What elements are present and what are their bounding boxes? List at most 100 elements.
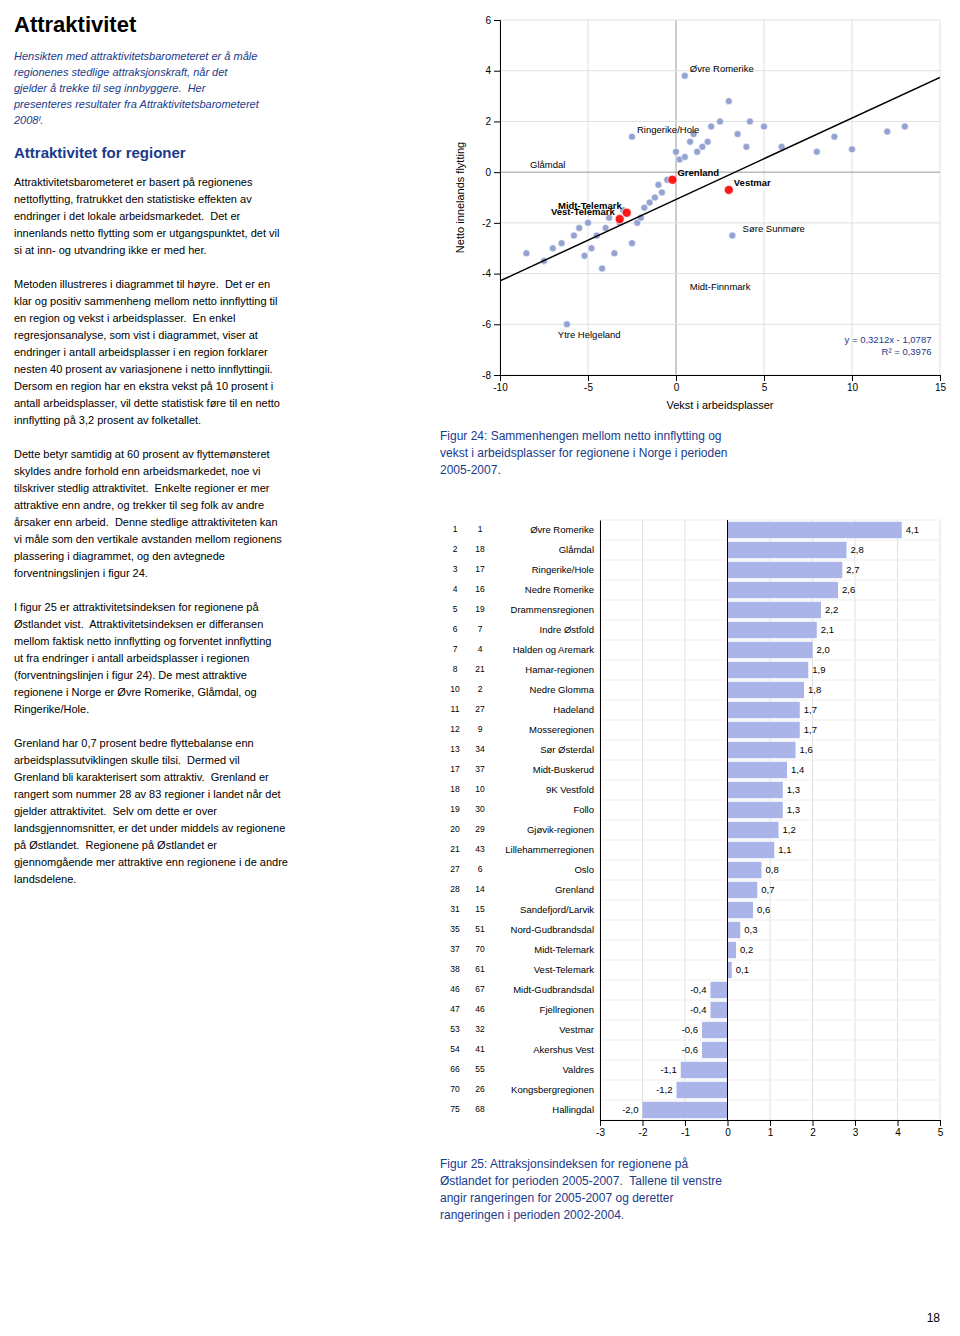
rank-label: 4 xyxy=(478,644,483,654)
row-separator xyxy=(600,780,940,781)
bar xyxy=(728,822,779,838)
bar xyxy=(728,782,783,798)
grid-line xyxy=(500,222,940,223)
axis-line xyxy=(501,376,941,382)
tick-label: Nord-Gudbrandsdal xyxy=(511,924,594,935)
plot-area xyxy=(500,72,940,328)
tick-mark xyxy=(764,375,765,381)
tick: -3 xyxy=(596,1120,605,1138)
tick: Nedre Glomma xyxy=(530,684,595,695)
tick: Valdres xyxy=(562,1064,594,1075)
rank-label: 4 xyxy=(453,584,458,594)
tick: Grenland xyxy=(555,884,594,895)
subtitle-line: gjelder å trekke til seg innbyggere. Her xyxy=(14,82,207,94)
data-label: 1,4 xyxy=(791,764,804,775)
data-label: -2,0 xyxy=(622,1104,638,1115)
body-text-line: attraktive enn andre, og trekker til seg… xyxy=(14,499,264,511)
zero-line xyxy=(727,520,728,1120)
bar xyxy=(702,1042,728,1058)
caption-line: rangeringen i perioden 2002-2004. xyxy=(440,1208,624,1222)
data-label: 2,1 xyxy=(821,624,834,635)
point xyxy=(813,148,820,155)
point-label: Glåmdal xyxy=(530,159,565,170)
tick: Oslo xyxy=(574,864,594,875)
tick-label: Ringerike/Hole xyxy=(532,564,594,575)
tick: -6 xyxy=(482,319,500,330)
point-label-line: Grenland xyxy=(677,167,719,178)
body-text-line: innenlands netto flytting som er utgangs… xyxy=(14,227,279,239)
row-separator xyxy=(600,740,940,741)
tick-label: -3 xyxy=(596,1127,605,1138)
tick-mark xyxy=(685,1120,686,1126)
bar-chart: -3-2-1012345Øvre RomerikeGlåmdalRingerik… xyxy=(440,520,944,1222)
tick-label: Glåmdal xyxy=(559,544,594,555)
row-separator xyxy=(600,1000,940,1001)
point xyxy=(743,143,750,150)
point-label: Vestmar xyxy=(734,177,771,188)
tick-label: Indre Østfold xyxy=(540,624,594,635)
tick-label: Vest-Telemark xyxy=(534,964,594,975)
point-label-line: Midt-Finnmark xyxy=(690,281,751,292)
tick-label: 5 xyxy=(762,382,768,393)
annotations: Øvre RomerikeRingerike/HoleGlåmdalGrenla… xyxy=(530,63,931,357)
point xyxy=(681,153,688,160)
point-label-line: Vestmar xyxy=(734,177,771,188)
body-text-line: Dersom en region har en ekstra vekst på … xyxy=(14,380,273,392)
point xyxy=(588,245,595,252)
tick-label: -2 xyxy=(482,218,491,229)
tick: Nord-Gudbrandsdal xyxy=(511,924,594,935)
rank-label: 18 xyxy=(450,784,460,794)
tick: Hadeland xyxy=(553,704,594,715)
data-label: 2,8 xyxy=(851,544,864,555)
tick-label: -8 xyxy=(482,370,491,381)
tick: 5 xyxy=(938,1120,944,1138)
page: AttraktivitetHensikten med attraktivitet… xyxy=(0,0,960,1336)
body-text-line: gjennomgående mer attraktive enn regione… xyxy=(14,856,288,868)
grid xyxy=(500,20,940,375)
rank-label: 29 xyxy=(475,824,485,834)
rank-label: 12 xyxy=(450,724,460,734)
tick-mark xyxy=(494,375,500,376)
bar xyxy=(728,722,800,738)
rank-label: 15 xyxy=(475,904,485,914)
body-text-line: nesten 40 prosent av variasjonene i nett… xyxy=(14,363,273,375)
body-text-line: Østlandet vist. Attraktivitetsindeksen e… xyxy=(14,618,263,630)
rank-label: 61 xyxy=(475,964,485,974)
rank-label: 55 xyxy=(475,1064,485,1074)
grid-line xyxy=(940,20,941,375)
tick: Halden og Aremark xyxy=(513,644,595,655)
tick: 10 xyxy=(847,375,859,393)
tick-label: -1 xyxy=(681,1127,690,1138)
body-text-line: gjelder attraktivitet. Selv om dette er … xyxy=(14,805,217,817)
bar xyxy=(728,862,762,878)
row-separator xyxy=(600,880,940,881)
data-labels: 4,12,82,72,62,22,12,01,91,81,71,71,61,41… xyxy=(622,524,919,1115)
subtitle: Hensikten med attraktivitetsbarometeret … xyxy=(13,50,260,126)
body-text-line: rangert som nummer 28 av 83 regioner i l… xyxy=(14,788,281,800)
tick-label: Midt-Telemark xyxy=(534,944,594,955)
rank-label: 70 xyxy=(475,944,485,954)
tick-label: Oslo xyxy=(574,864,594,875)
data-label: 1,8 xyxy=(808,684,821,695)
point xyxy=(581,252,588,259)
point xyxy=(831,133,838,140)
point xyxy=(563,321,570,328)
data-label: 1,3 xyxy=(787,804,800,815)
tick: Ringerike/Hole xyxy=(532,564,594,575)
rank-label: 31 xyxy=(450,904,460,914)
tick-label: Nedre Glomma xyxy=(530,684,595,695)
point xyxy=(708,123,715,130)
tick-label: 4 xyxy=(485,65,491,76)
data-label: -0,4 xyxy=(690,984,706,995)
tick: 6 xyxy=(485,15,500,26)
tick: Øvre Romerike xyxy=(530,524,594,535)
scatter-chart: -10-5051015-8-6-4-20246Vekst i arbeidspl… xyxy=(440,15,946,477)
tick: 4 xyxy=(485,65,500,76)
bar xyxy=(728,662,809,678)
tick: 5 xyxy=(762,375,768,393)
rank-label: 6 xyxy=(478,864,483,874)
tick-label: -4 xyxy=(482,268,491,279)
row-separator xyxy=(600,600,940,601)
rank-label: 54 xyxy=(450,1044,460,1054)
body-text-line: en region og vekst i arbeidsplasser. En … xyxy=(14,312,235,324)
